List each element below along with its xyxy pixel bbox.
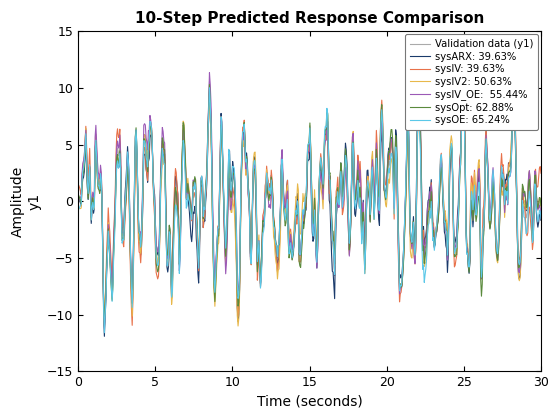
sysIV_OE:  55.44%: (7.76, -4.29): 55.44%: (7.76, -4.29): [194, 248, 201, 253]
sysARX: 39.63%: (13.7, -3.27): 39.63%: (13.7, -3.27): [286, 236, 292, 241]
sysIV: 39.63%: (5.36, 1.76): 39.63%: (5.36, 1.76): [157, 179, 164, 184]
sysIV2: 50.63%: (30, -0.475): 50.63%: (30, -0.475): [538, 204, 544, 209]
sysIV_OE:  55.44%: (5.36, 3.5): 55.44%: (5.36, 3.5): [157, 159, 164, 164]
sysOpt: 62.88%: (20.1, 4.42): 62.88%: (20.1, 4.42): [385, 149, 392, 154]
sysIV2: 50.63%: (25, 10.1): 50.63%: (25, 10.1): [460, 84, 467, 89]
sysARX: 39.63%: (30, -1.66): 39.63%: (30, -1.66): [538, 218, 544, 223]
Validation data (y1): [157, 171, 164, 176]
sysOpt: 62.88%: (17.8, 4.93): 62.88%: (17.8, 4.93): [349, 143, 356, 148]
Validation data (y1): [194, 250, 201, 255]
sysARX: 39.63%: (5.36, 2.2): 39.63%: (5.36, 2.2): [157, 174, 164, 179]
sysIV: 39.63%: (30, 2.49): 39.63%: (30, 2.49): [538, 171, 544, 176]
sysOE: 65.24%: (22.7, -2.15): 65.24%: (22.7, -2.15): [425, 223, 432, 228]
sysOE: 65.24%: (1.7, -11.6): 65.24%: (1.7, -11.6): [101, 330, 108, 335]
sysIV_OE:  55.44%: (17.8, 5.68): 55.44%: (17.8, 5.68): [349, 134, 356, 139]
Validation data (y1): [385, 159, 392, 164]
sysOpt: 62.88%: (13.7, -4.98): 62.88%: (13.7, -4.98): [286, 255, 292, 260]
sysIV2: 50.63%: (10.4, -11): 50.63%: (10.4, -11): [235, 323, 241, 328]
Line: sysIV2: 50.63%: sysIV2: 50.63%: [78, 87, 541, 326]
sysOE: 65.24%: (20.1, 2.91): 65.24%: (20.1, 2.91): [385, 166, 392, 171]
sysIV_OE:  55.44%: (30, -1.46): 55.44%: (30, -1.46): [538, 215, 544, 220]
sysIV_OE:  55.44%: (22.7, -0.0977): 55.44%: (22.7, -0.0977): [425, 200, 432, 205]
Y-axis label: Amplitude
y1: Amplitude y1: [11, 166, 41, 237]
sysIV: 39.63%: (17.7, 2.33): 39.63%: (17.7, 2.33): [348, 173, 355, 178]
sysARX: 39.63%: (22.7, 0.0813): 39.63%: (22.7, 0.0813): [425, 198, 432, 203]
sysARX: 39.63%: (0, 0.447): 39.63%: (0, 0.447): [74, 194, 81, 199]
Validation data (y1): [349, 140, 356, 145]
Validation data (y1): [286, 249, 292, 254]
sysIV2: 50.63%: (13.6, -1.9): 50.63%: (13.6, -1.9): [285, 220, 292, 226]
sysIV_OE:  55.44%: (8.51, 11.4): 55.44%: (8.51, 11.4): [206, 70, 213, 75]
sysIV2: 50.63%: (20.1, 1.48): 50.63%: (20.1, 1.48): [385, 182, 391, 187]
sysIV2: 50.63%: (0, -0.549): 50.63%: (0, -0.549): [74, 205, 81, 210]
sysARX: 39.63%: (1.7, -11.9): 39.63%: (1.7, -11.9): [101, 334, 108, 339]
sysIV2: 50.63%: (22.6, -2.95): 50.63%: (22.6, -2.95): [424, 232, 431, 237]
sysIV_OE:  55.44%: (0, -0.00272): 55.44%: (0, -0.00272): [74, 199, 81, 204]
Line: sysARX: 39.63%: sysARX: 39.63%: [78, 88, 541, 336]
sysIV_OE:  55.44%: (20.1, 4.5): 55.44%: (20.1, 4.5): [385, 148, 392, 153]
Legend: Validation data (y1), sysARX: 39.63%, sysIV: 39.63%, sysIV2: 50.63%, sysIV_OE:  : Validation data (y1), sysARX: 39.63%, sy…: [404, 34, 538, 130]
sysOpt: 62.88%: (5.36, 2.38): 62.88%: (5.36, 2.38): [157, 172, 164, 177]
Line: sysOpt: 62.88%: sysOpt: 62.88%: [78, 84, 541, 326]
sysOE: 65.24%: (0, -0.772): 65.24%: (0, -0.772): [74, 208, 81, 213]
sysIV: 39.63%: (0, 1.51): 39.63%: (0, 1.51): [74, 182, 81, 187]
sysIV: 39.63%: (22.6, -2.18): 39.63%: (22.6, -2.18): [424, 224, 431, 229]
sysIV2: 50.63%: (7.71, -1.61): 50.63%: (7.71, -1.61): [194, 217, 200, 222]
sysOE: 65.24%: (8.51, 10): 65.24%: (8.51, 10): [206, 85, 213, 90]
sysOpt: 62.88%: (7.76, -4.26): 62.88%: (7.76, -4.26): [194, 247, 201, 252]
sysIV: 39.63%: (20.1, 3.56): 39.63%: (20.1, 3.56): [385, 159, 391, 164]
sysARX: 39.63%: (20.1, 4.71): 39.63%: (20.1, 4.71): [385, 146, 392, 151]
sysOpt: 62.88%: (1.7, -11): 62.88%: (1.7, -11): [101, 324, 108, 329]
sysIV: 39.63%: (25, 10.5): 39.63%: (25, 10.5): [460, 80, 467, 85]
Line: sysIV: 39.63%: sysIV: 39.63%: [78, 83, 541, 326]
sysIV2: 50.63%: (17.7, 2.52): 50.63%: (17.7, 2.52): [348, 171, 355, 176]
sysOpt: 62.88%: (0, 0.608): 62.88%: (0, 0.608): [74, 192, 81, 197]
Line: Validation data (y1): Validation data (y1): [78, 81, 541, 328]
sysIV_OE:  55.44%: (1.7, -11.2): 55.44%: (1.7, -11.2): [101, 326, 108, 331]
Line: sysOE: 65.24%: sysOE: 65.24%: [78, 88, 541, 333]
sysARX: 39.63%: (17.8, 4.22): 39.63%: (17.8, 4.22): [349, 151, 356, 156]
sysIV: 39.63%: (13.6, -1.48): 39.63%: (13.6, -1.48): [285, 215, 292, 220]
X-axis label: Time (seconds): Time (seconds): [256, 395, 362, 409]
Validation data (y1): [206, 79, 213, 84]
sysIV: 39.63%: (3.51, -10.9): 39.63%: (3.51, -10.9): [129, 323, 136, 328]
sysOpt: 62.88%: (8.51, 10.3): 62.88%: (8.51, 10.3): [206, 82, 213, 87]
Validation data (y1): [425, 213, 432, 218]
Validation data (y1): [74, 199, 81, 204]
Title: 10-Step Predicted Response Comparison: 10-Step Predicted Response Comparison: [135, 11, 484, 26]
Validation data (y1): [101, 326, 108, 331]
sysOE: 65.24%: (5.36, 2.02): 65.24%: (5.36, 2.02): [157, 176, 164, 181]
sysOE: 65.24%: (17.8, 5.15): 65.24%: (17.8, 5.15): [349, 141, 356, 146]
sysOE: 65.24%: (7.76, -4.75): 65.24%: (7.76, -4.75): [194, 253, 201, 258]
Line: sysIV_OE:  55.44%: sysIV_OE: 55.44%: [78, 73, 541, 329]
sysOE: 65.24%: (13.7, -4.62): 65.24%: (13.7, -4.62): [286, 251, 292, 256]
sysIV_OE:  55.44%: (13.7, -3.94): 55.44%: (13.7, -3.94): [286, 244, 292, 249]
sysARX: 39.63%: (8.51, 9.98): 39.63%: (8.51, 9.98): [206, 86, 213, 91]
sysOpt: 62.88%: (22.7, -0.941): 62.88%: (22.7, -0.941): [425, 210, 432, 215]
sysIV: 39.63%: (7.76, -5.06): 39.63%: (7.76, -5.06): [194, 256, 201, 261]
sysOE: 65.24%: (30, -1.51): 65.24%: (30, -1.51): [538, 216, 544, 221]
sysOpt: 62.88%: (30, -0.368): 62.88%: (30, -0.368): [538, 203, 544, 208]
sysARX: 39.63%: (7.76, -6.28): 39.63%: (7.76, -6.28): [194, 270, 201, 275]
sysIV2: 50.63%: (5.31, -2.21): 50.63%: (5.31, -2.21): [157, 224, 164, 229]
Validation data (y1): [538, 206, 544, 211]
